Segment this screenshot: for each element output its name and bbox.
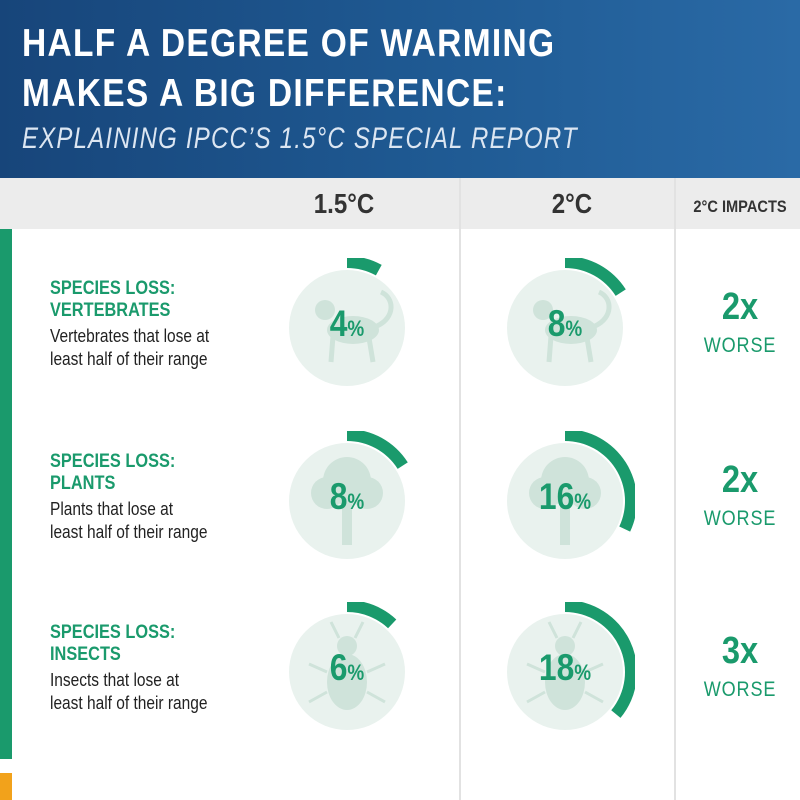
side-accent-orange: [0, 773, 12, 800]
percent-number: 8: [547, 303, 566, 344]
row-description-line-1: Insects that lose at: [50, 670, 180, 690]
gauge-1-5c: 6%: [277, 602, 417, 742]
column-divider: [459, 178, 461, 800]
column-header-bar: [0, 178, 800, 229]
gauge-1-5c: 8%: [277, 431, 417, 571]
row-title-line-1: SPECIES LOSS:: [50, 622, 176, 643]
gauge-arc: [347, 431, 408, 469]
percent-unit: %: [347, 489, 365, 514]
row-title: SPECIES LOSS: VERTEBRATES: [50, 278, 175, 322]
row-description-line-1: Vertebrates that lose at: [50, 326, 210, 346]
gauge-1-5c: 4%: [277, 258, 417, 398]
column-divider: [674, 178, 676, 800]
percent-value: 8%: [505, 303, 625, 345]
impact-word: WORSE: [703, 507, 777, 530]
percent-value: 18%: [505, 647, 625, 689]
impact-multiplier: 3x: [721, 630, 759, 672]
percent-number: 6: [329, 647, 348, 688]
percent-unit: %: [347, 660, 365, 685]
header-banner: HALF A DEGREE OF WARMING MAKES A BIG DIF…: [0, 0, 800, 178]
percent-number: 18: [538, 647, 575, 688]
row-description: Insects that lose at least half of their…: [50, 669, 207, 715]
title-line-2: MAKES A BIG DIFFERENCE:: [22, 72, 508, 115]
row-description-line-1: Plants that lose at: [50, 499, 174, 519]
column-header-1-5c: 1.5°C: [313, 188, 375, 219]
row-title-line-1: SPECIES LOSS:: [50, 278, 176, 299]
gauge-graphic: [507, 602, 635, 730]
percent-unit: %: [574, 660, 592, 685]
percent-unit: %: [565, 316, 583, 341]
percent-number: 16: [538, 476, 575, 517]
impact-multiplier: 2x: [721, 459, 759, 501]
impact-multiplier: 2x: [721, 286, 759, 328]
column-header-impacts: 2°C IMPACTS: [693, 197, 787, 216]
impact-word: WORSE: [703, 678, 777, 701]
gauge-graphic: [507, 258, 626, 386]
gauge-2c: 8%: [495, 258, 635, 398]
row-description: Plants that lose at least half of their …: [50, 498, 207, 544]
tree-icon: [311, 457, 383, 545]
monkey-icon: [315, 289, 394, 363]
gauge-arc: [347, 258, 382, 276]
row-description-line-2: least half of their range: [50, 693, 208, 713]
row-title-line-2: INSECTS: [50, 644, 121, 665]
percent-value: 8%: [287, 476, 407, 518]
row-title: SPECIES LOSS: INSECTS: [50, 622, 175, 666]
row-description-line-2: least half of their range: [50, 522, 208, 542]
row-vertebrates: SPECIES LOSS: VERTEBRATES Vertebrates th…: [0, 258, 800, 448]
impact-word: WORSE: [703, 334, 777, 357]
row-title-line-2: VERTEBRATES: [50, 300, 171, 321]
percent-unit: %: [347, 316, 365, 341]
percent-unit: %: [574, 489, 592, 514]
row-title: SPECIES LOSS: PLANTS: [50, 451, 175, 495]
row-description: Vertebrates that lose at least half of t…: [50, 325, 209, 371]
column-header-2c: 2°C: [551, 188, 593, 219]
percent-value: 4%: [287, 303, 407, 345]
percent-number: 8: [329, 476, 348, 517]
subtitle: EXPLAINING IPCC’S 1.5°C SPECIAL REPORT: [22, 122, 578, 155]
monkey-icon: [533, 289, 612, 363]
gauge-arc: [565, 602, 635, 718]
gauge-arc: [565, 258, 626, 296]
row-description-line-2: least half of their range: [50, 349, 208, 369]
gauge-2c: 16%: [495, 431, 635, 571]
gauge-graphic: [289, 258, 405, 386]
row-insects: SPECIES LOSS: INSECTS Insects that lose …: [0, 602, 800, 792]
gauge-arc: [347, 602, 397, 629]
gauge-2c: 18%: [495, 602, 635, 742]
beetle-icon: [526, 621, 604, 710]
gauge-graphic: [289, 602, 405, 730]
gauge-arc: [565, 431, 635, 532]
beetle-icon: [308, 621, 386, 710]
percent-value: 6%: [287, 647, 407, 689]
gauge-graphic: [289, 431, 408, 559]
row-plants: SPECIES LOSS: PLANTS Plants that lose at…: [0, 431, 800, 621]
title-line-1: HALF A DEGREE OF WARMING: [22, 22, 556, 65]
row-title-line-1: SPECIES LOSS:: [50, 451, 176, 472]
tree-icon: [529, 457, 601, 545]
percent-value: 16%: [505, 476, 625, 518]
side-accent-green: [0, 229, 12, 759]
gauge-graphic: [507, 431, 635, 559]
percent-number: 4: [329, 303, 348, 344]
row-title-line-2: PLANTS: [50, 473, 116, 494]
